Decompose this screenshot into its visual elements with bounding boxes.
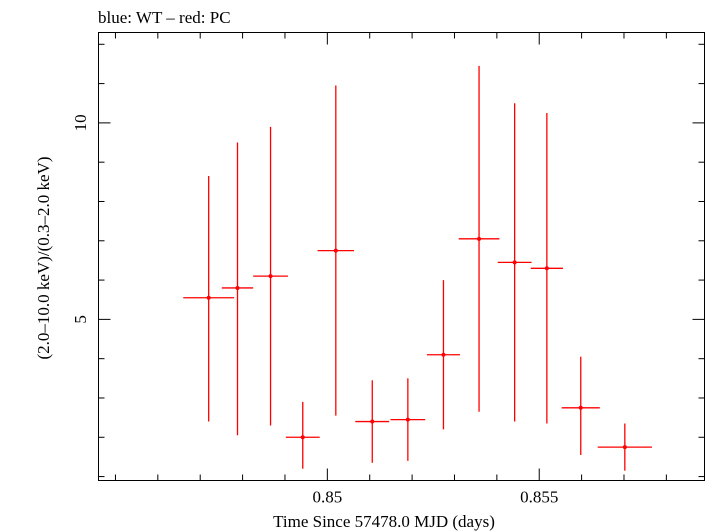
data-marker	[441, 352, 446, 357]
data-point	[390, 378, 426, 461]
x-tick-label: 0.855	[520, 488, 558, 507]
data-marker	[206, 295, 211, 300]
chart-title: blue: WT – red: PC	[98, 8, 231, 27]
data-marker	[544, 266, 549, 271]
data-point	[530, 113, 563, 424]
data-marker	[512, 260, 517, 265]
data-marker	[477, 236, 482, 241]
plot-frame	[98, 32, 705, 481]
data-marker	[268, 274, 273, 279]
data-point	[426, 280, 460, 430]
data-point	[221, 142, 254, 436]
y-tick-label: 10	[71, 114, 90, 131]
data-point	[458, 65, 500, 412]
data-point	[561, 356, 600, 455]
data-series-pc	[183, 65, 652, 471]
x-tick-label: 0.85	[312, 488, 342, 507]
data-point	[597, 423, 652, 471]
x-axis-label: Time Since 57478.0 MJD (days)	[273, 512, 495, 531]
data-marker	[405, 417, 410, 422]
data-marker	[300, 435, 305, 440]
data-point	[497, 103, 532, 422]
data-point	[355, 380, 390, 463]
y-tick-label: 5	[71, 315, 90, 324]
axis-ticks: 0.85 0.855 5 10	[71, 32, 705, 507]
data-point	[253, 126, 288, 426]
data-marker	[333, 248, 338, 253]
data-marker	[578, 405, 583, 410]
y-axis-label: (2.0–10.0 keV)/(0.3–2.0 keV)	[34, 156, 53, 359]
data-point	[285, 401, 320, 469]
data-marker	[622, 445, 627, 450]
data-point	[183, 175, 235, 422]
data-point	[317, 85, 355, 416]
data-marker	[235, 285, 240, 290]
data-marker	[370, 419, 375, 424]
